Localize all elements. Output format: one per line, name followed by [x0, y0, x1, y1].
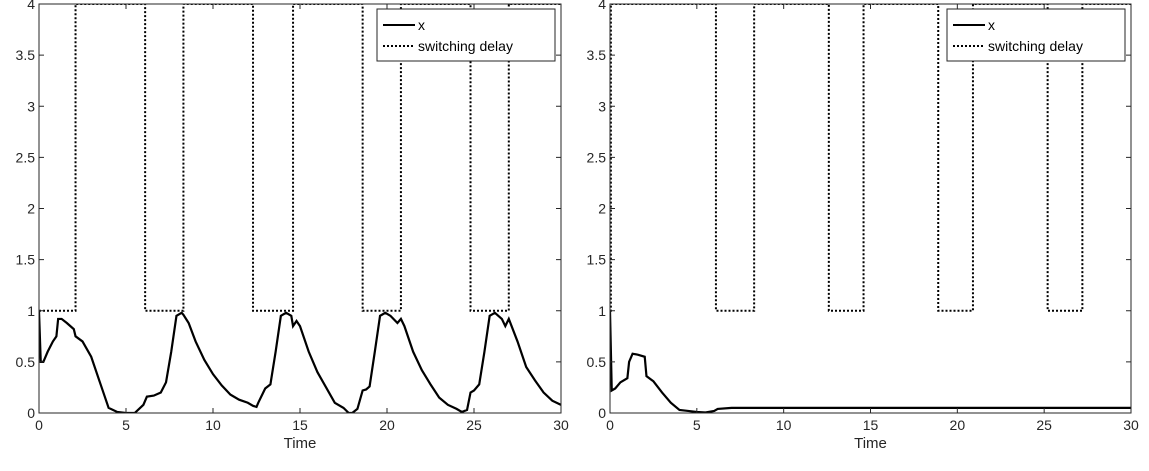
x-tick-label: 15 — [292, 417, 308, 433]
legend-label: switching delay — [418, 38, 513, 54]
y-tick-label: 3 — [27, 98, 35, 114]
series-line-x — [39, 310, 561, 413]
legend-label: x — [418, 17, 425, 33]
axes-box — [38, 3, 562, 414]
series-line-x — [610, 310, 1131, 413]
y-tick-label: 1 — [27, 303, 35, 319]
x-tick-label: 30 — [553, 417, 569, 433]
y-tick-label: 3.5 — [587, 47, 607, 63]
x-tick-label: 10 — [776, 417, 792, 433]
y-tick-label: 0.5 — [587, 354, 607, 370]
x-tick-label: 20 — [950, 417, 966, 433]
y-tick-label: 0 — [27, 405, 35, 421]
y-tick-label: 2 — [598, 201, 606, 217]
x-tick-label: 20 — [379, 417, 395, 433]
y-tick-label: 1 — [598, 303, 606, 319]
x-tick-label: 5 — [693, 417, 701, 433]
legend-box — [376, 8, 556, 62]
x-tick-label: 5 — [122, 417, 130, 433]
axes-box — [609, 3, 1132, 414]
x-tick-label: 15 — [863, 417, 879, 433]
series-line-switching-delay — [610, 4, 1131, 312]
y-tick-label: 0 — [598, 405, 606, 421]
y-tick-label: 1.5 — [16, 252, 36, 268]
y-tick-label: 3 — [598, 98, 606, 114]
y-tick-label: 4 — [27, 0, 35, 12]
legend-label: switching delay — [988, 38, 1083, 54]
y-tick-label: 2.5 — [16, 149, 36, 165]
x-tick-label: 25 — [466, 417, 482, 433]
legend-box — [946, 8, 1126, 62]
x-tick-label: 10 — [205, 417, 221, 433]
x-tick-label: 0 — [35, 417, 43, 433]
chart-panel-2: 0 5 10 15 20 25 30 0 0.5 1 1.5 2 2.5 3 3.5 4 Time x switch… — [587, 0, 1139, 452]
y-tick-label: 2.5 — [587, 149, 607, 165]
y-tick-label: 3.5 — [16, 47, 36, 63]
series-line-switching-delay — [39, 4, 561, 312]
y-tick-label: 1.5 — [587, 252, 607, 268]
y-tick-label: 4 — [598, 0, 606, 12]
legend-label: x — [988, 17, 995, 33]
x-tick-label: 0 — [606, 417, 614, 433]
x-tick-label: 30 — [1123, 417, 1139, 433]
chart-panel-1: 0 5 10 15 20 25 30 0 0.5 1 1.5 2 2.5 3 3.5 4 Time x switch… — [16, 0, 569, 452]
y-tick-label: 0.5 — [16, 354, 36, 370]
x-axis-label: Time — [854, 435, 887, 452]
x-tick-label: 25 — [1036, 417, 1052, 433]
y-tick-label: 2 — [27, 201, 35, 217]
x-axis-label: Time — [284, 435, 317, 452]
